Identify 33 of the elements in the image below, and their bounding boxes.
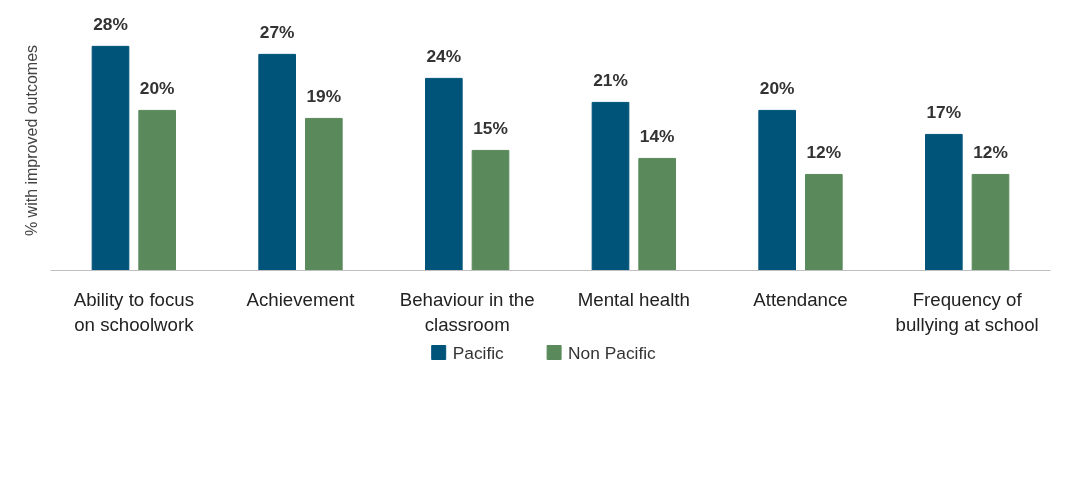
data-label: 12% [973, 142, 1008, 163]
bar [925, 133, 963, 271]
bar [305, 117, 343, 271]
legend-label: Pacific [452, 342, 505, 363]
data-label: 20% [759, 78, 795, 99]
data-label: 27% [259, 22, 295, 43]
data-label: 14% [639, 126, 675, 147]
x-tick-label: Behaviour in the classroom [399, 288, 535, 335]
x-tick-label: Ability to focus on schoolwork [73, 288, 195, 335]
data-label: 20% [139, 78, 175, 99]
data-label: 15% [473, 118, 508, 139]
x-tick-label: Attendance [753, 288, 848, 310]
bar [971, 173, 1010, 271]
x-tick-label: Mental health [577, 288, 690, 310]
data-label: 19% [306, 86, 342, 107]
bar [425, 77, 463, 271]
y-axis-title: % with improved outcomes [22, 44, 40, 237]
x-tick-label: Frequency of bullying at school [895, 288, 1039, 335]
data-label: 24% [426, 46, 462, 67]
bar [91, 45, 130, 271]
legend-label: Non Pacific [568, 342, 657, 363]
data-label: 28% [93, 14, 128, 35]
bar [258, 53, 296, 271]
data-label: 12% [806, 142, 842, 163]
data-label: 17% [926, 102, 962, 123]
bar [138, 109, 176, 271]
bar [471, 149, 510, 271]
bar [591, 101, 630, 271]
bar [638, 157, 676, 271]
x-tick-label: Achievement [246, 288, 356, 310]
bar [758, 109, 796, 271]
data-label: 21% [593, 70, 628, 91]
bar [805, 173, 843, 271]
